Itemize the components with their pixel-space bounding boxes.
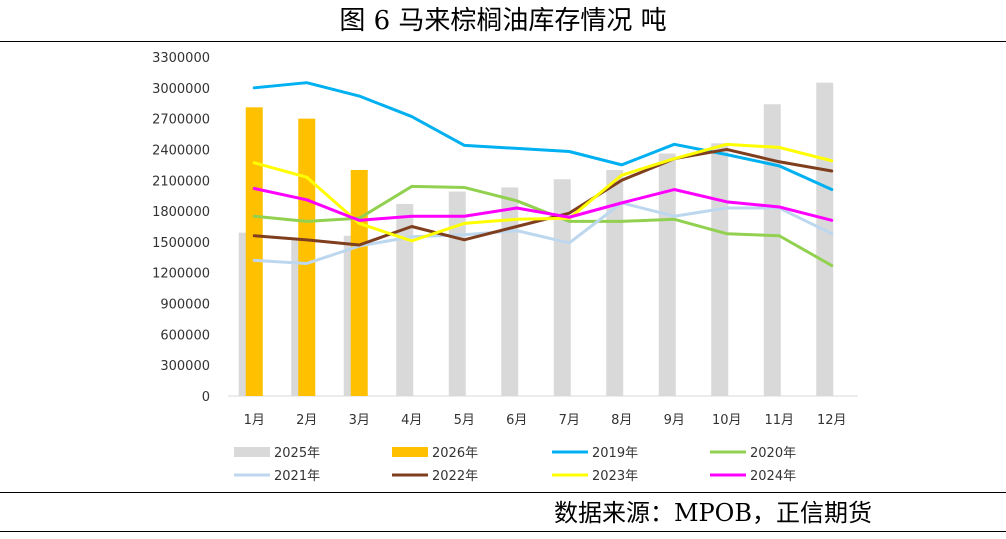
legend-label: 2023年 bbox=[592, 469, 638, 484]
line-2019年 bbox=[252, 81, 834, 192]
bar-2026年 bbox=[298, 118, 316, 397]
y-tick-label: 900000 bbox=[160, 298, 210, 313]
line-2021年 bbox=[252, 201, 834, 265]
line-2024年 bbox=[252, 186, 834, 222]
bar-2025年 bbox=[606, 170, 624, 396]
bar-2026年 bbox=[245, 107, 263, 396]
x-tick-label: 2月 bbox=[296, 413, 317, 428]
x-tick-label: 7月 bbox=[559, 413, 580, 428]
bar-2025年 bbox=[396, 203, 414, 396]
bar-2025年 bbox=[763, 104, 781, 396]
bar-2025年 bbox=[711, 143, 729, 396]
x-tick-label: 3月 bbox=[349, 413, 370, 428]
chart-title: 图 6 马来棕榈油库存情况 吨 bbox=[339, 6, 667, 36]
y-tick-label: 2100000 bbox=[152, 174, 210, 189]
y-tick-label: 300000 bbox=[160, 359, 210, 374]
top-rule bbox=[0, 41, 1006, 42]
x-tick-label: 8月 bbox=[611, 413, 632, 428]
x-tick-label: 6月 bbox=[506, 413, 527, 428]
legend-label: 2026年 bbox=[432, 446, 478, 461]
y-tick-label: 0 bbox=[202, 390, 210, 405]
bar-2025年 bbox=[448, 191, 466, 396]
y-tick-label: 1200000 bbox=[152, 267, 210, 282]
y-tick-label: 600000 bbox=[160, 328, 210, 343]
bar-2025年 bbox=[501, 187, 519, 396]
legend-swatch bbox=[392, 447, 428, 457]
bottom-rule-lower bbox=[0, 531, 1006, 532]
y-tick-label: 2700000 bbox=[152, 113, 210, 128]
bar-2026年 bbox=[350, 170, 368, 396]
bottom-rule-upper bbox=[0, 492, 1006, 493]
x-tick-label: 11月 bbox=[764, 413, 794, 428]
line-2020年 bbox=[252, 184, 834, 268]
y-tick-label: 3000000 bbox=[152, 82, 210, 97]
x-tick-label: 5月 bbox=[454, 413, 475, 428]
y-tick-label: 2400000 bbox=[152, 143, 210, 158]
legend-label: 2022年 bbox=[432, 469, 478, 484]
plot-area: 0 300000 600000 900000 1200000 1500000 1800000… bbox=[152, 51, 858, 428]
y-tick-label: 1800000 bbox=[152, 205, 210, 220]
legend: 2025年 2026年 2019年 2020年 2021年 2022年 2023年 2024年 bbox=[234, 446, 796, 484]
line-2022年 bbox=[252, 147, 834, 247]
x-tick-label: 4月 bbox=[401, 413, 422, 428]
x-tick-label: 10月 bbox=[712, 413, 742, 428]
bar-2025年 bbox=[553, 179, 571, 396]
x-tick-label: 9月 bbox=[664, 413, 685, 428]
legend-swatch bbox=[234, 447, 270, 457]
bar-2025年 bbox=[816, 82, 834, 396]
legend-label: 2025年 bbox=[274, 446, 320, 461]
x-tick-label: 12月 bbox=[817, 413, 847, 428]
legend-label: 2021年 bbox=[274, 469, 320, 484]
legend-label: 2024年 bbox=[750, 469, 796, 484]
legend-label: 2020年 bbox=[750, 446, 796, 461]
y-tick-label: 3300000 bbox=[152, 51, 210, 66]
x-tick-label: 1月 bbox=[244, 413, 265, 428]
source-note: 数据来源：MPOB，正信期货 bbox=[553, 499, 872, 527]
legend-label: 2019年 bbox=[592, 446, 638, 461]
y-tick-label: 1500000 bbox=[152, 236, 210, 251]
